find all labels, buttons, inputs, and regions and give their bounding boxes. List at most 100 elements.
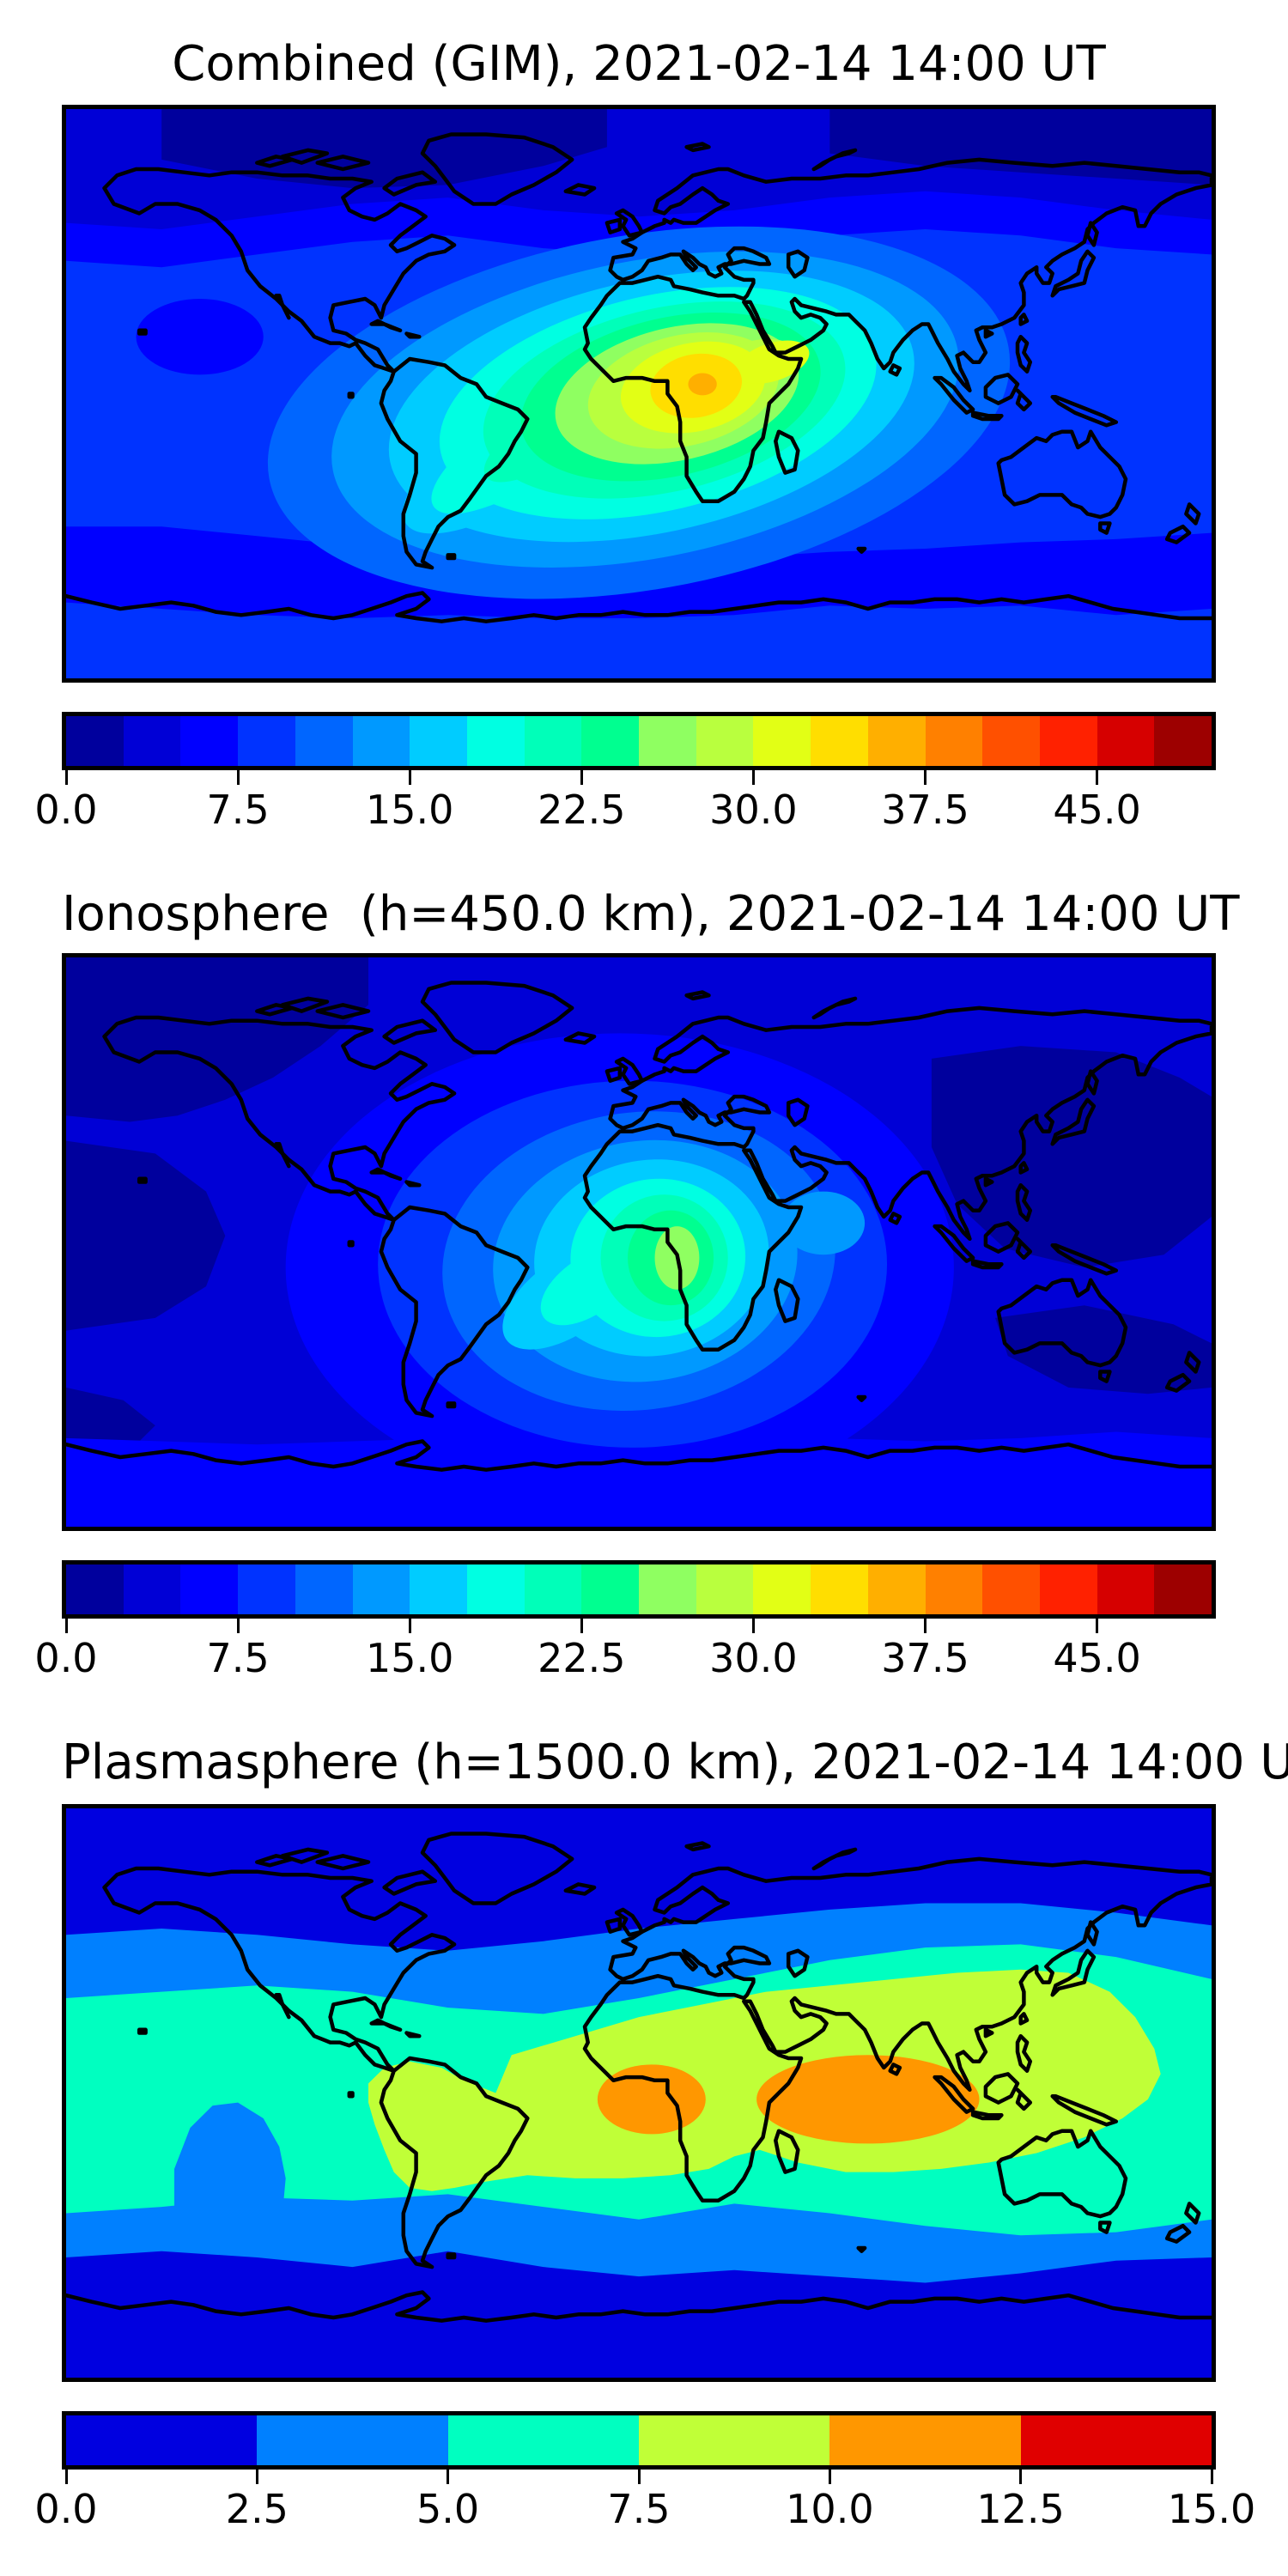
colorbar-segment (123, 716, 181, 766)
coastline-path (1050, 1242, 1119, 1276)
coastline-path (404, 331, 422, 339)
panel2-colorbar-labels: 0.0 7.5 15.0 22.5 30.0 37.5 45.0 (34, 1635, 1212, 1686)
coastline-path (404, 2031, 422, 2038)
colorbar-tick-mark (828, 2470, 831, 2484)
colorbar-segment (410, 716, 467, 766)
colorbar-tick-mark (236, 770, 240, 785)
colorbar-tick-mark (580, 770, 583, 785)
colorbar-tick-mark (1096, 1619, 1099, 1633)
contour-layer (66, 957, 368, 1122)
colorbar-tick-mark (408, 770, 411, 785)
panel2-map (66, 957, 1212, 1527)
panel1-colorbar-ticks (64, 770, 1212, 785)
coastline-path (1098, 1370, 1112, 1383)
contour-layer (995, 1305, 1212, 1394)
panel3-map-frame (62, 1804, 1216, 2382)
coastline-path (582, 1005, 1212, 1352)
coastline-path (1018, 2012, 1030, 2026)
coastline-path (996, 2129, 1128, 2219)
panel2-colorbar-ticks (64, 1619, 1212, 1633)
colorbar-segment (238, 716, 295, 766)
colorbar-segment (696, 1564, 754, 1614)
coastline-path (856, 546, 867, 554)
colorbar-tick-label: 7.5 (607, 2486, 671, 2532)
contour-layer (174, 2102, 286, 2233)
panel2-title: Ionosphere (h=450.0 km), 2021-02-14 14:0… (62, 886, 1240, 942)
coastline-path (1018, 1161, 1030, 1175)
colorbar-tick-label: 15.0 (1167, 2486, 1256, 2532)
coastline-path (137, 1176, 148, 1184)
colorbar-segment (811, 1564, 868, 1614)
colorbar-tick-mark (924, 770, 927, 785)
coastline-path (1098, 2221, 1112, 2234)
contour-layer (688, 373, 717, 396)
coastline-path (1050, 394, 1119, 428)
coastline-path (1015, 1182, 1033, 1222)
coastline-path (1015, 388, 1033, 412)
colorbar-tick-label: 30.0 (709, 1635, 798, 1681)
coastline-path (66, 591, 1212, 623)
coastline-path (582, 157, 1212, 503)
colorbar-segment (1154, 716, 1212, 766)
coastline-path (983, 2072, 1020, 2105)
colorbar-segment (466, 1564, 525, 1614)
coastline-path (1085, 1920, 1099, 1947)
coastline-path (1015, 2087, 1033, 2111)
colorbar-segment (829, 2415, 1021, 2465)
panel3-colorbar (62, 2411, 1216, 2470)
coastline-path (255, 155, 295, 168)
coastline-path (1164, 1372, 1192, 1393)
coastline-path (379, 1205, 530, 1419)
colorbar-segment (925, 716, 983, 766)
coastline-path (614, 1907, 644, 1937)
coastline-path (446, 1401, 457, 1409)
coastline-path (983, 1221, 1020, 1254)
colorbar-tick-mark (924, 1619, 927, 1633)
colorbar-segment (1097, 1564, 1155, 1614)
colorbar-segment (1154, 1564, 1212, 1614)
coastline-path (563, 1031, 597, 1045)
coastline-path (811, 996, 858, 1020)
coastline-path (379, 2056, 530, 2269)
colorbar-tick-label: 7.5 (206, 787, 270, 833)
coastline-path (369, 2018, 403, 2032)
coastline-path (1085, 1069, 1099, 1096)
coastline-path (983, 2027, 994, 2038)
coastlines (66, 1832, 1212, 2323)
coastline-path (856, 1394, 867, 1402)
panel2-colorbar (62, 1560, 1216, 1619)
contour-layer (66, 1808, 1212, 1951)
colorbar-segment (1039, 716, 1097, 766)
colorbar-tick-mark (447, 2470, 450, 2484)
colorbar-tick-label: 7.5 (206, 1635, 270, 1681)
colorbar-tick-label: 22.5 (538, 787, 626, 833)
colorbar-tick-mark (637, 2470, 641, 2484)
colorbar-tick-mark (1019, 2470, 1023, 2484)
coastline-path (983, 373, 1020, 405)
coastline-path (786, 249, 810, 279)
coastline-path (614, 1056, 644, 1086)
coastline-path (684, 1841, 711, 1852)
coastline-path (1015, 334, 1033, 374)
coastline-path (347, 1240, 355, 1248)
panel1-title: Combined (GIM), 2021-02-14 14:00 UT (172, 36, 1106, 92)
coastline-path (382, 1018, 438, 1045)
colorbar-segment (180, 1564, 239, 1614)
coastline-path (933, 2075, 975, 2114)
colorbar-segment (867, 716, 926, 766)
coastline-path (605, 217, 623, 234)
colorbar-segment (639, 1564, 696, 1614)
colorbar-segment (982, 716, 1040, 766)
coastline-path (888, 363, 902, 377)
colorbar-tick-mark (751, 770, 755, 785)
coastline-path (446, 2252, 457, 2260)
panel3-title: Plasmasphere (h=1500.0 km), 2021-02-14 1… (62, 1735, 1288, 1790)
colorbar-tick-mark (64, 770, 68, 785)
colorbar-segment (238, 1564, 295, 1614)
colorbar-segment (639, 716, 696, 766)
coastline-path (996, 429, 1128, 519)
coastline-path (970, 2110, 1004, 2121)
coastline-path (888, 2063, 902, 2076)
panel1-map-frame (62, 105, 1216, 683)
